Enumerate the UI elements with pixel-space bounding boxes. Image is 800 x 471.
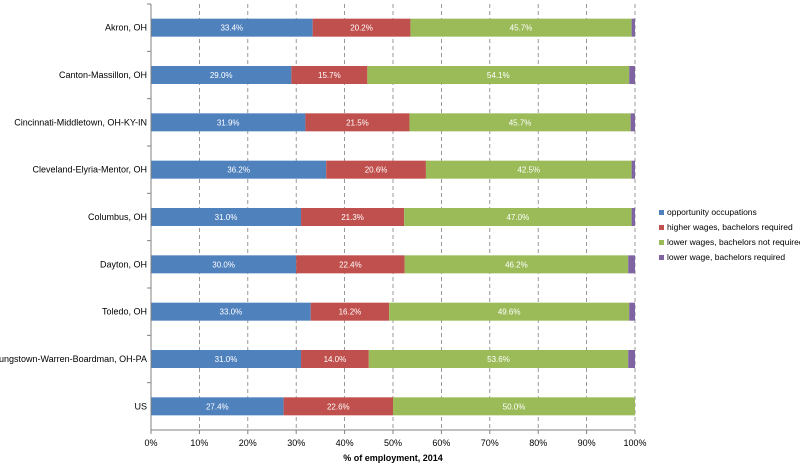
bar-segment [326, 160, 426, 179]
data-label: 45.7% [509, 118, 532, 127]
x-tick-label: 100% [623, 438, 646, 448]
bar-segment [404, 255, 629, 274]
data-label: 36.2% [227, 166, 250, 175]
x-tick-label: 10% [190, 438, 208, 448]
category-label: Columbus, OH [88, 212, 147, 222]
bar-segment [312, 18, 411, 37]
bar-segment [310, 302, 390, 321]
legend: opportunity occupations higher wages, bac… [659, 207, 800, 262]
data-label: 45.7% [510, 24, 533, 33]
category-label: Dayton, OH [100, 259, 147, 269]
x-tick-label: 90% [578, 438, 596, 448]
category-label: Canton-Massillon, OH [59, 70, 147, 80]
data-label: 42.5% [517, 166, 540, 175]
bar-segment [283, 397, 393, 416]
data-label: 53.6% [487, 355, 510, 364]
legend-swatch [659, 225, 664, 230]
data-label: 47.0% [507, 213, 530, 222]
bar-segment [630, 113, 635, 132]
data-label: 21.3% [341, 213, 364, 222]
x-tick-label: 50% [384, 438, 402, 448]
bar-segment [301, 350, 369, 368]
bar-segment [151, 113, 306, 132]
legend-swatch [659, 210, 664, 215]
data-label: 15.7% [318, 71, 341, 80]
x-tick-label: 20% [239, 438, 257, 448]
bar-segment [409, 113, 631, 132]
data-label: 20.6% [365, 166, 388, 175]
bar-segment [393, 397, 635, 416]
data-label: 14.0% [324, 355, 347, 364]
bar-segment [151, 18, 313, 37]
data-label: 20.2% [350, 24, 373, 33]
bar-segment [151, 160, 327, 179]
bar-segment [629, 302, 635, 321]
data-label: 22.4% [339, 260, 362, 269]
bar-segment [291, 66, 368, 84]
x-tick-label: 30% [287, 438, 305, 448]
bar-segment [301, 208, 405, 226]
bar-segment [151, 66, 292, 84]
bar-segment [404, 208, 632, 226]
category-label: Cleveland-Elyria-Mentor, OH [32, 165, 147, 175]
bar-segment [151, 255, 297, 274]
bar-segment [629, 66, 635, 84]
bar-segment [296, 255, 405, 274]
data-label: 27.4% [206, 402, 229, 411]
bar-segment [367, 66, 630, 84]
data-label: 33.4% [220, 24, 243, 33]
legend-entry: lower wage, bachelors required [667, 252, 785, 262]
data-label: 33.0% [220, 308, 243, 317]
bars: 33.4% 20.2% 45.7% 29.0% 15.7% 54.1% 31.9% 21.5%… [151, 18, 635, 416]
data-label: 49.6% [498, 308, 521, 317]
data-label: 29.0% [210, 71, 233, 80]
legend-entry: opportunity occupations [667, 207, 757, 217]
bar-segment [628, 255, 635, 274]
data-label: 31.0% [215, 355, 238, 364]
data-label: 22.6% [327, 402, 350, 411]
data-label: 21.5% [346, 118, 369, 127]
legend-entry: lower wages, bachelors not required [667, 237, 800, 247]
bar-segment [631, 208, 635, 226]
legend-entry: higher wages, bachelors required [667, 222, 793, 232]
x-axis-title: % of employment, 2014 [343, 453, 443, 463]
x-tick-label: 80% [529, 438, 547, 448]
x-tick-label: 70% [481, 438, 499, 448]
category-label: US [134, 401, 147, 411]
category-label: Toledo, OH [102, 307, 147, 317]
x-tick-label: 60% [432, 438, 450, 448]
bar-segment [305, 113, 410, 132]
bar-segment [425, 160, 632, 179]
category-label: Youngstown-Warren-Boardman, OH-PA [0, 354, 147, 364]
data-label: 31.0% [215, 213, 238, 222]
legend-swatch [659, 255, 664, 260]
data-label: 54.1% [487, 71, 510, 80]
data-label: 31.9% [217, 118, 240, 127]
category-label: Akron, OH [105, 23, 147, 33]
data-label: 30.0% [212, 260, 235, 269]
x-tick-labels: 0% 10% 20% 30% 40% 50% 60% 70% 80% 90% 100% [144, 430, 647, 448]
bar-segment [631, 18, 635, 37]
bar-segment [410, 18, 632, 37]
bar-segment [151, 350, 302, 368]
legend-swatch [659, 240, 664, 245]
data-label: 50.0% [503, 402, 526, 411]
bar-segment [151, 302, 311, 321]
x-tick-label: 0% [144, 438, 157, 448]
data-label: 46.2% [505, 260, 528, 269]
category-labels: Akron, OH Canton-Massillon, OH Cincinnati-… [0, 3, 151, 411]
x-tick-label: 40% [336, 438, 354, 448]
bar-segment [389, 302, 630, 321]
bar-segment [151, 208, 302, 226]
category-label: Cincinnati-Middletown, OH-KY-IN [14, 117, 147, 127]
data-label: 16.2% [339, 308, 362, 317]
bar-segment [151, 397, 284, 416]
bar-segment [631, 160, 635, 179]
bar-segment [628, 350, 635, 368]
bar-segment [368, 350, 629, 368]
